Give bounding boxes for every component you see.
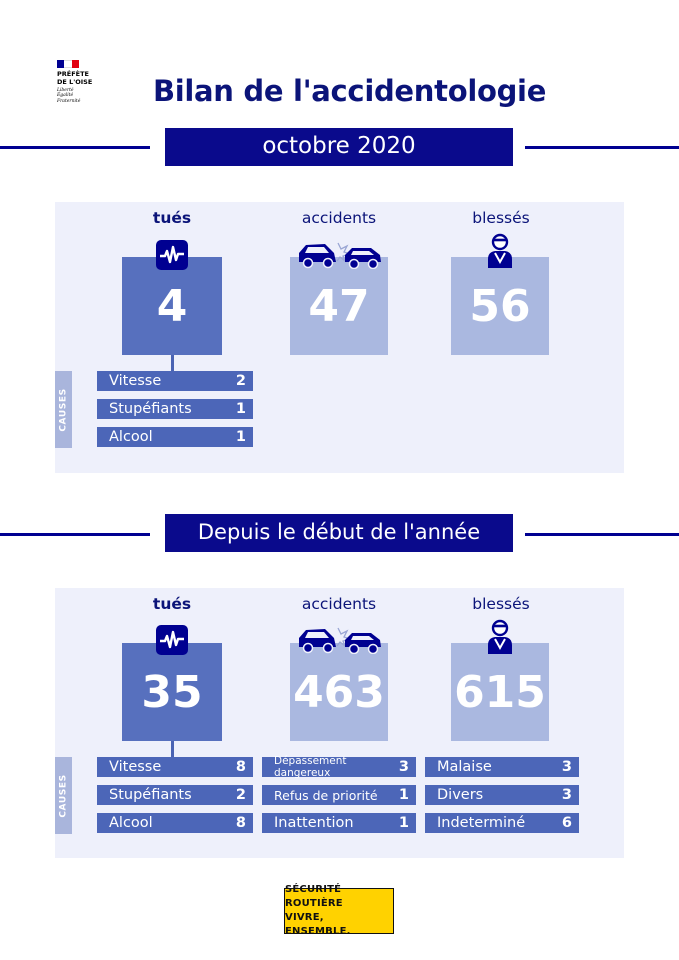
year-cause-row: Inattention 1 <box>262 813 416 833</box>
year-injured-value: 615 <box>454 666 546 718</box>
divider-right <box>525 146 679 149</box>
french-flag-icon <box>57 60 79 68</box>
month-cause-row: Alcool 1 <box>97 427 253 447</box>
year-accidents-label: accidents <box>301 595 377 613</box>
connector-line <box>171 355 174 371</box>
year-accidents-box: 463 <box>290 643 388 741</box>
divider-right <box>525 533 679 536</box>
month-accidents-box: 47 <box>290 257 388 355</box>
month-accidents-value: 47 <box>308 280 370 332</box>
injured-person-icon <box>485 232 515 270</box>
year-injured-box: 615 <box>451 643 549 741</box>
year-cause-row: Dépassement dangereux 3 <box>262 755 416 779</box>
car-crash-icon <box>295 622 385 655</box>
year-injured-label: blessés <box>472 595 530 613</box>
month-injured-value: 56 <box>469 280 531 332</box>
month-injured-label: blessés <box>472 209 530 227</box>
heartbeat-monitor-icon <box>156 240 188 270</box>
year-cause-row: Malaise 3 <box>425 757 579 777</box>
divider-left <box>0 533 150 536</box>
page-title: Bilan de l'accidentologie <box>152 74 547 108</box>
car-crash-icon <box>295 237 385 270</box>
month-cause-row: Stupéfiants 1 <box>97 399 253 419</box>
injured-person-icon <box>485 618 515 656</box>
prefecture-name-line1: PRÉFÈTE <box>57 70 89 78</box>
motto-egalite: Égalité <box>57 93 74 99</box>
year-cause-row: Refus de priorité 1 <box>262 785 416 805</box>
divider-left <box>0 146 150 149</box>
year-cause-row: Divers 3 <box>425 785 579 805</box>
heartbeat-monitor-icon <box>156 625 188 655</box>
prefecture-name-line2: DE L'OISE <box>57 77 93 86</box>
connector-line <box>171 741 174 757</box>
year-causes-tab: CAUSES <box>55 757 72 834</box>
month-accidents-label: accidents <box>301 209 377 227</box>
month-injured-box: 56 <box>451 257 549 355</box>
year-cause-row: Stupéfiants 2 <box>97 785 253 805</box>
prefecture-logo: PRÉFÈTE DE L'OISE Liberté Égalité Frater… <box>57 60 117 104</box>
month-killed-value: 4 <box>156 280 188 332</box>
year-killed-label: tués <box>152 595 192 613</box>
month-causes-tab: CAUSES <box>55 371 72 448</box>
motto-liberte: Liberté <box>57 88 74 93</box>
month-killed-box: 4 <box>122 257 222 355</box>
securite-routiere-logo: SÉCURITÉ ROUTIÈRE VIVRE, ENSEMBLE. <box>284 884 394 937</box>
year-killed-value: 35 <box>141 666 203 718</box>
year-cause-row: Vitesse 8 <box>97 757 253 777</box>
month-killed-label: tués <box>152 209 192 227</box>
year-cause-row: Alcool 8 <box>97 813 253 833</box>
motto-fraternite: Fraternité <box>57 98 81 104</box>
year-cause-row: Indeterminé 6 <box>425 813 579 833</box>
month-cause-row: Vitesse 2 <box>97 371 253 391</box>
year-killed-box: 35 <box>122 643 222 741</box>
year-banner: Depuis le début de l'année <box>165 514 513 552</box>
year-accidents-value: 463 <box>293 666 385 718</box>
month-banner: octobre 2020 <box>165 128 513 166</box>
